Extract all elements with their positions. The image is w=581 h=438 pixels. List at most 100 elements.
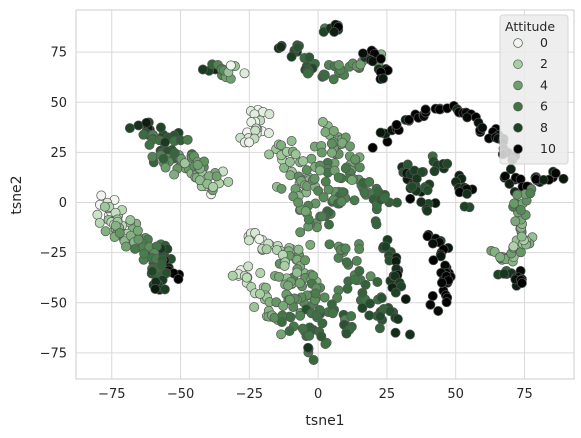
data-point (309, 173, 320, 184)
data-point (327, 308, 338, 319)
data-point (422, 205, 433, 216)
data-point (392, 314, 403, 325)
data-point (375, 127, 386, 138)
data-point (295, 227, 306, 238)
data-point (292, 42, 303, 53)
data-point (354, 244, 365, 255)
data-point (427, 291, 438, 301)
data-point (320, 127, 331, 138)
data-point (341, 328, 352, 339)
data-point (284, 326, 295, 337)
data-point (400, 294, 411, 305)
data-point (160, 137, 171, 148)
x-tick-label: 25 (379, 387, 396, 402)
data-point (389, 271, 400, 282)
data-point (283, 280, 294, 291)
data-point (333, 60, 344, 70)
data-point (374, 323, 385, 334)
legend-entries: 0 2 4 6 8 10 (513, 35, 556, 156)
data-point (254, 234, 265, 245)
legend-marker (513, 59, 523, 69)
data-point (390, 287, 401, 298)
data-point (340, 243, 351, 254)
data-point (433, 306, 444, 316)
data-point (436, 277, 447, 288)
data-point (249, 302, 260, 313)
data-point (364, 177, 375, 187)
legend-label: 10 (540, 141, 556, 156)
data-point (244, 235, 254, 246)
data-points (92, 19, 569, 365)
data-point (317, 318, 328, 329)
data-point (133, 234, 144, 245)
data-point (516, 231, 527, 242)
data-point (346, 311, 357, 322)
data-point (333, 172, 344, 183)
y-tick-label: −75 (40, 346, 67, 361)
data-point (477, 122, 488, 133)
data-point (138, 129, 149, 140)
data-point (525, 188, 536, 199)
data-point (197, 64, 208, 75)
legend-marker (513, 38, 523, 48)
data-point (365, 271, 376, 282)
data-point (276, 329, 287, 340)
data-point (396, 281, 407, 292)
data-point (354, 266, 365, 276)
data-point (264, 149, 275, 160)
data-point (324, 239, 335, 250)
data-point (405, 329, 415, 340)
y-tick-label: 50 (50, 96, 67, 111)
data-point (225, 60, 236, 71)
data-point (328, 125, 339, 136)
data-point (357, 303, 368, 313)
data-point (350, 154, 361, 165)
data-point (378, 73, 388, 84)
data-point (500, 171, 511, 182)
data-point (211, 171, 222, 182)
data-point (379, 193, 390, 203)
data-point (442, 158, 453, 169)
data-point (223, 176, 234, 187)
data-point (516, 278, 527, 289)
data-point (100, 226, 111, 237)
data-point (416, 197, 427, 208)
legend-title: Attitude (505, 19, 555, 34)
data-point (300, 255, 311, 266)
data-point (279, 162, 290, 173)
data-point (510, 216, 521, 227)
data-point (508, 241, 519, 252)
data-point (99, 201, 110, 212)
data-point (125, 215, 136, 226)
data-point (392, 197, 402, 208)
data-point (318, 192, 329, 203)
data-point (385, 306, 396, 317)
data-point (365, 298, 375, 309)
data-point (300, 206, 311, 217)
data-point (428, 255, 439, 266)
data-point (320, 339, 331, 349)
data-point (351, 255, 362, 266)
data-point (319, 70, 330, 80)
data-point (302, 68, 313, 79)
data-point (239, 68, 250, 79)
data-point (306, 153, 317, 164)
data-point (314, 165, 325, 176)
data-point (390, 327, 401, 338)
data-point (512, 189, 523, 200)
data-point (295, 310, 306, 321)
data-point (121, 241, 131, 252)
legend: Attitude 0 2 4 6 8 10 (499, 14, 569, 165)
x-axis-label: tsne1 (305, 413, 344, 429)
data-point (286, 51, 297, 62)
data-point (179, 158, 190, 169)
data-point (158, 153, 169, 164)
data-point (294, 278, 305, 289)
x-tick-label: −75 (98, 387, 125, 402)
data-point (380, 241, 391, 252)
data-point (173, 274, 184, 285)
legend-label: 4 (540, 77, 548, 92)
data-point (459, 201, 470, 212)
data-point (349, 274, 360, 285)
